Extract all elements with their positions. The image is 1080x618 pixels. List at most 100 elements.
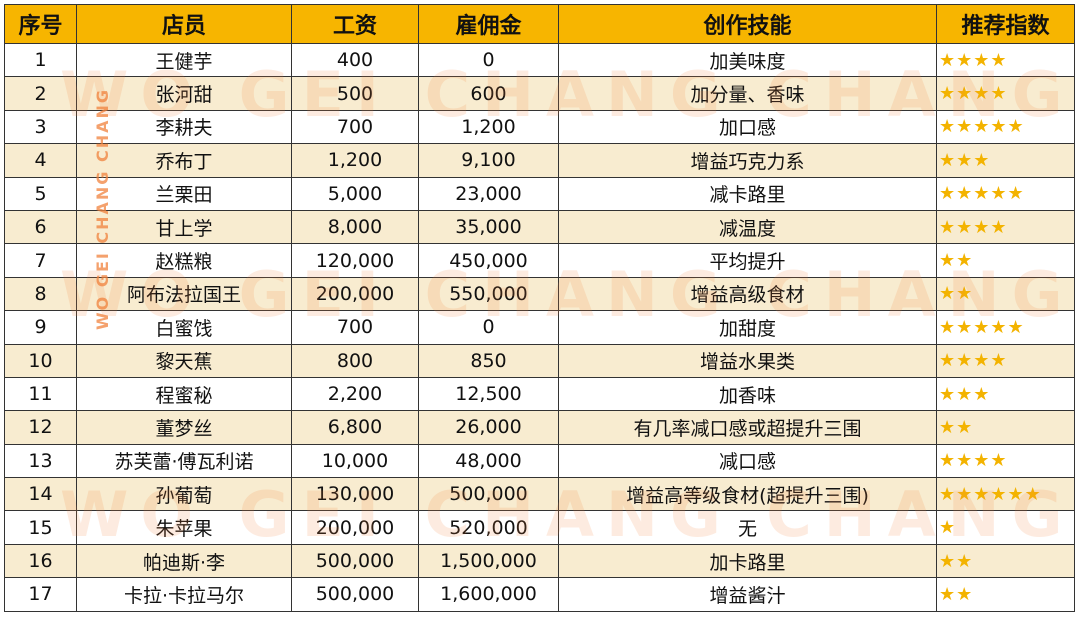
table-cell: 700 xyxy=(291,310,419,345)
rating-cell: ★★★★★ xyxy=(936,109,1075,145)
table-cell: 14 xyxy=(4,477,77,512)
table-cell: 600 xyxy=(418,76,559,111)
table-cell: 帕迪斯·李 xyxy=(76,543,292,579)
table-cell: 200,000 xyxy=(291,276,419,312)
table-cell: 3 xyxy=(4,109,77,145)
table-cell: 无 xyxy=(558,510,937,545)
table-cell: 10,000 xyxy=(291,443,419,479)
table-cell: 13 xyxy=(4,443,77,479)
table-cell: 平均提升 xyxy=(558,243,937,278)
table-cell: 11 xyxy=(4,376,77,412)
rating-cell: ★★ xyxy=(936,410,1075,445)
table-cell: 8 xyxy=(4,276,77,312)
table-cell: 200,000 xyxy=(291,510,419,545)
table-row: 7 赵糕粮 120,000 450,000 平均提升 ★★ xyxy=(4,243,1075,278)
rating-cell: ★★★★★ xyxy=(936,310,1075,345)
rating-cell: ★★★ xyxy=(936,376,1075,412)
table-cell: 苏芙蕾·傅瓦利诺 xyxy=(76,443,292,479)
table-cell: 有几率减口感或超提升三围 xyxy=(558,410,937,445)
table-row: 3 李耕夫 700 1,200 加口感 ★★★★★ xyxy=(4,109,1075,145)
table-cell: 增益高级食材 xyxy=(558,276,937,312)
rating-cell: ★★ xyxy=(936,577,1075,612)
table-row: 5 兰栗田 5,000 23,000 减卡路里 ★★★★★ xyxy=(4,176,1075,211)
table-cell: 0 xyxy=(418,42,559,78)
rating-cell: ★★★★ xyxy=(936,42,1075,78)
table-cell: 王健芋 xyxy=(76,42,292,78)
table-row: 10 黎天蕉 800 850 增益水果类 ★★★★ xyxy=(4,343,1075,378)
rating-cell: ★★★★★ xyxy=(936,176,1075,211)
table-row: 14 孙葡萄 130,000 500,000 增益高等级食材(超提升三围) ★★★★★★ xyxy=(4,477,1075,512)
table-cell: 6,800 xyxy=(291,410,419,445)
table-cell: 1,600,000 xyxy=(418,577,559,612)
table-cell: 2 xyxy=(4,76,77,111)
table-cell: 5 xyxy=(4,176,77,211)
table-cell: 卡拉·卡拉马尔 xyxy=(76,577,292,612)
table-cell: 12 xyxy=(4,410,77,445)
table-cell: 赵糕粮 xyxy=(76,243,292,278)
table-cell: 乔布丁 xyxy=(76,143,292,178)
table-cell: 李耕夫 xyxy=(76,109,292,145)
table-cell: 500,000 xyxy=(418,477,559,512)
header-cell: 创作技能 xyxy=(558,4,937,44)
table-row: 9 白蜜饯 700 0 加甜度 ★★★★★ xyxy=(4,310,1075,345)
rating-cell: ★★★★★★ xyxy=(936,477,1075,512)
table-cell: 增益酱汁 xyxy=(558,577,937,612)
table-cell: 1,200 xyxy=(418,109,559,145)
table-cell: 阿布法拉国王 xyxy=(76,276,292,312)
header-cell: 店员 xyxy=(76,4,292,44)
table-cell: 程蜜秘 xyxy=(76,376,292,412)
table-cell: 加口感 xyxy=(558,109,937,145)
table-cell: 26,000 xyxy=(418,410,559,445)
table-row: 8 阿布法拉国王 200,000 550,000 增益高级食材 ★★ xyxy=(4,276,1075,312)
table-row: 12 董梦丝 6,800 26,000 有几率减口感或超提升三围 ★★ xyxy=(4,410,1075,445)
table-cell: 加甜度 xyxy=(558,310,937,345)
table-row: 17 卡拉·卡拉马尔 500,000 1,600,000 增益酱汁 ★★ xyxy=(4,577,1075,612)
table-cell: 550,000 xyxy=(418,276,559,312)
table-cell: 减口感 xyxy=(558,443,937,479)
table-cell: 白蜜饯 xyxy=(76,310,292,345)
header-cell: 雇佣金 xyxy=(418,4,559,44)
header-row: 序号 店员 工资 雇佣金 创作技能 推荐指数 xyxy=(4,4,1075,44)
table-cell: 500,000 xyxy=(291,543,419,579)
table-cell: 7 xyxy=(4,243,77,278)
table-row: 11 程蜜秘 2,200 12,500 加香味 ★★★ xyxy=(4,376,1075,412)
table-cell: 9,100 xyxy=(418,143,559,178)
table-cell: 张河甜 xyxy=(76,76,292,111)
table-cell: 500 xyxy=(291,76,419,111)
table-cell: 23,000 xyxy=(418,176,559,211)
rating-cell: ★★★★ xyxy=(936,343,1075,378)
table-row: 13 苏芙蕾·傅瓦利诺 10,000 48,000 减口感 ★★★★ xyxy=(4,443,1075,479)
table-cell: 朱苹果 xyxy=(76,510,292,545)
rating-cell: ★★★ xyxy=(936,143,1075,178)
table-cell: 6 xyxy=(4,209,77,245)
rating-cell: ★★★★ xyxy=(936,443,1075,479)
table-cell: 0 xyxy=(418,310,559,345)
table-cell: 500,000 xyxy=(291,577,419,612)
table-row: 15 朱苹果 200,000 520,000 无 ★ xyxy=(4,510,1075,545)
table-cell: 800 xyxy=(291,343,419,378)
data-table: 序号 店员 工资 雇佣金 创作技能 推荐指数 1 王健芋 400 0 加美味度 ★★★★ 2 张河甜 50… xyxy=(4,4,1075,612)
table-cell: 1,200 xyxy=(291,143,419,178)
table-cell: 450,000 xyxy=(418,243,559,278)
rating-cell: ★★ xyxy=(936,243,1075,278)
rating-cell: ★★★★ xyxy=(936,76,1075,111)
table-cell: 增益高等级食材(超提升三围) xyxy=(558,477,937,512)
table-cell: 增益水果类 xyxy=(558,343,937,378)
table-cell: 加香味 xyxy=(558,376,937,412)
table-cell: 黎天蕉 xyxy=(76,343,292,378)
table-cell: 兰栗田 xyxy=(76,176,292,211)
table-cell: 8,000 xyxy=(291,209,419,245)
table-cell: 120,000 xyxy=(291,243,419,278)
table-cell: 520,000 xyxy=(418,510,559,545)
rating-cell: ★★ xyxy=(936,276,1075,312)
table-cell: 董梦丝 xyxy=(76,410,292,445)
table-cell: 9 xyxy=(4,310,77,345)
table-cell: 35,000 xyxy=(418,209,559,245)
table-cell: 15 xyxy=(4,510,77,545)
table-row: 6 甘上学 8,000 35,000 减温度 ★★★★ xyxy=(4,209,1075,245)
table-cell: 700 xyxy=(291,109,419,145)
table-row: 2 张河甜 500 600 加分量、香味 ★★★★ xyxy=(4,76,1075,111)
table-row: 16 帕迪斯·李 500,000 1,500,000 加卡路里 ★★ xyxy=(4,543,1075,579)
table-cell: 48,000 xyxy=(418,443,559,479)
